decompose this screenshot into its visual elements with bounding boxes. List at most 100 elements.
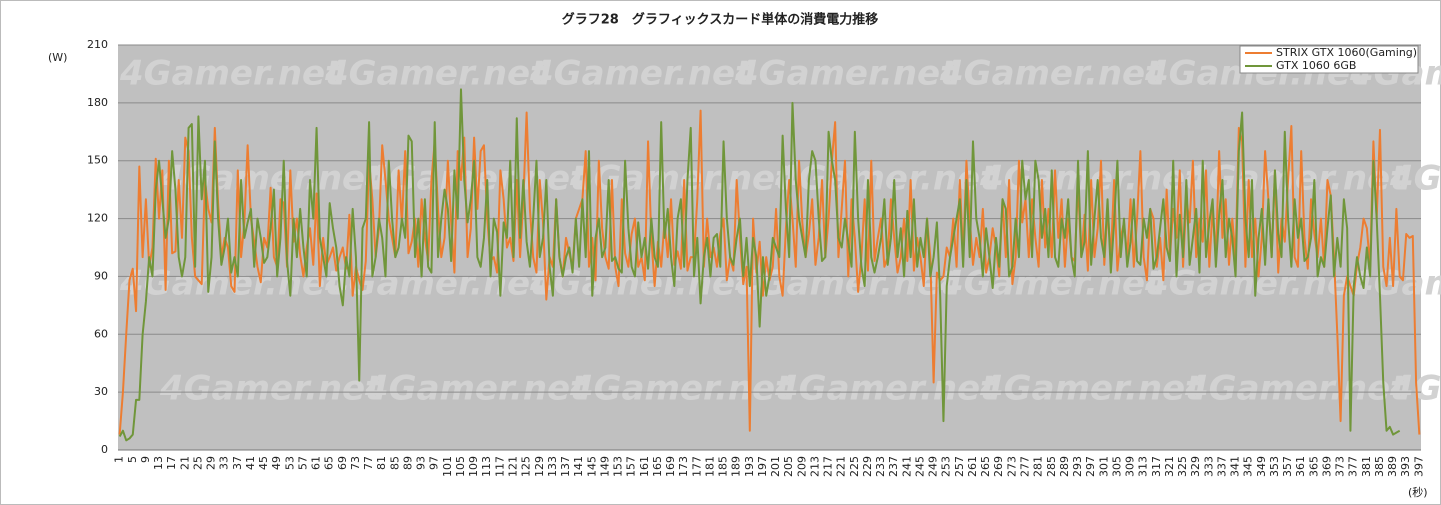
- chart-title: グラフ28 グラフィックスカード単体の消費電力推移: [562, 12, 878, 28]
- watermark: 4Gamer.net: [159, 369, 383, 409]
- x-tick-label: 273: [1005, 456, 1018, 477]
- watermark: 4Gamer.net: [569, 369, 793, 409]
- x-tick-label: 33: [218, 456, 231, 470]
- x-tick-label: 365: [1307, 456, 1320, 477]
- watermark: 4Gamer.net: [939, 54, 1163, 94]
- x-tick-label: 105: [454, 456, 467, 477]
- watermark: 4Gamer.net: [774, 369, 998, 409]
- x-tick-label: 73: [349, 456, 362, 470]
- x-tick-label: 189: [730, 456, 743, 477]
- x-tick-label: 301: [1097, 456, 1110, 477]
- x-tick-label: 173: [677, 456, 690, 477]
- x-tick-label: 217: [822, 456, 835, 477]
- x-tick-label: 193: [743, 456, 756, 477]
- x-tick-label: 237: [887, 456, 900, 477]
- x-tick-label: 257: [953, 456, 966, 477]
- series-line: [118, 88, 1401, 442]
- x-tick-label: 209: [795, 456, 808, 477]
- x-tick-label: 373: [1334, 456, 1347, 477]
- x-tick-label: 233: [874, 456, 887, 477]
- x-tick-label: 97: [428, 456, 441, 470]
- x-tick-label: 341: [1229, 456, 1242, 477]
- x-tick-label: 297: [1084, 456, 1097, 477]
- x-tick-label: 149: [598, 456, 611, 477]
- watermark: 4Gamer.net: [364, 369, 588, 409]
- x-tick-label: 253: [940, 456, 953, 477]
- x-tick-label: 65: [323, 456, 336, 470]
- x-tick-label: 249: [927, 456, 940, 477]
- x-tick-label: 5: [126, 456, 139, 463]
- x-tick-label: 101: [441, 456, 454, 477]
- x-tick-label: 361: [1294, 456, 1307, 477]
- x-tick-label: 177: [690, 456, 703, 477]
- x-tick-label: 293: [1071, 456, 1084, 477]
- x-tick-label: 269: [992, 456, 1005, 477]
- x-tick-label: 181: [703, 456, 716, 477]
- x-tick-label: 169: [664, 456, 677, 477]
- x-tick-label: 309: [1124, 456, 1137, 477]
- x-tick-label: 213: [808, 456, 821, 477]
- x-tick-label: 385: [1373, 456, 1386, 477]
- x-tick-label: 221: [835, 456, 848, 477]
- legend-label: GTX 1060 6GB: [1276, 59, 1356, 72]
- x-tick-label: 129: [533, 456, 546, 477]
- x-tick-label: 25: [191, 456, 204, 470]
- x-tick-label: 17: [165, 456, 178, 470]
- x-tick-label: 317: [1150, 456, 1163, 477]
- x-tick-label: 121: [506, 456, 519, 477]
- x-tick-label: 49: [270, 456, 283, 470]
- x-tick-label: 61: [310, 456, 323, 470]
- x-tick-label: 125: [520, 456, 533, 477]
- x-tick-label: 261: [966, 456, 979, 477]
- x-tick-label: 229: [861, 456, 874, 477]
- x-tick-label: 185: [717, 456, 730, 477]
- x-tick-label: 89: [401, 456, 414, 470]
- legend-label: STRIX GTX 1060(Gaming): [1276, 46, 1417, 59]
- x-tick-label: 37: [231, 456, 244, 470]
- y-tick-label: 30: [94, 385, 108, 398]
- x-tick-label: 77: [362, 456, 375, 470]
- x-tick-label: 141: [572, 456, 585, 477]
- x-tick-label: 321: [1163, 456, 1176, 477]
- x-tick-label: 369: [1320, 456, 1333, 477]
- x-tick-label: 21: [178, 456, 191, 470]
- watermark: 4Gamer.net: [324, 54, 548, 94]
- y-tick-label: 150: [87, 154, 108, 167]
- x-tick-label: 265: [979, 456, 992, 477]
- x-tick-label: 161: [638, 456, 651, 477]
- watermarks: 4Gamer.net4Gamer.net4Gamer.net4Gamer.net…: [119, 54, 1441, 409]
- x-tick-label: 57: [296, 456, 309, 470]
- x-tick-label: 329: [1189, 456, 1202, 477]
- x-tick-label: 145: [585, 456, 598, 477]
- x-tick-label: 13: [152, 456, 165, 470]
- x-tick-label: 153: [612, 456, 625, 477]
- y-tick-label: 180: [87, 96, 108, 109]
- x-tick-label: 285: [1045, 456, 1058, 477]
- x-tick-label: 205: [782, 456, 795, 477]
- x-tick-label: 197: [756, 456, 769, 477]
- x-tick-label: 117: [493, 456, 506, 477]
- x-tick-label: 225: [848, 456, 861, 477]
- x-tick-label: 313: [1137, 456, 1150, 477]
- x-axis-label: (秒): [1408, 485, 1428, 499]
- legend-box: [1239, 45, 1419, 74]
- y-axis-label: (W): [48, 51, 67, 64]
- x-tick-label: 349: [1255, 456, 1268, 477]
- watermark: 4Gamer.net: [1184, 369, 1408, 409]
- watermark: 4Gamer.net: [734, 54, 958, 94]
- watermark: 4Gamer.net: [569, 159, 793, 199]
- x-tick-label: 69: [336, 456, 349, 470]
- x-tick-label: 333: [1202, 456, 1215, 477]
- x-tick-label: 281: [1032, 456, 1045, 477]
- x-tick-label: 381: [1360, 456, 1373, 477]
- x-tick-label: 29: [205, 456, 218, 470]
- watermark: 4Gamer.net: [529, 54, 753, 94]
- x-tick-label: 277: [1019, 456, 1032, 477]
- x-tick-label: 397: [1412, 456, 1425, 477]
- watermark: 4Gamer.net: [979, 369, 1203, 409]
- watermark: 4Gamer.net: [1389, 159, 1441, 199]
- x-tick-label: 357: [1281, 456, 1294, 477]
- x-tick-label: 393: [1399, 456, 1412, 477]
- y-tick-label: 90: [94, 269, 108, 282]
- watermark: 4Gamer.net: [939, 264, 1163, 304]
